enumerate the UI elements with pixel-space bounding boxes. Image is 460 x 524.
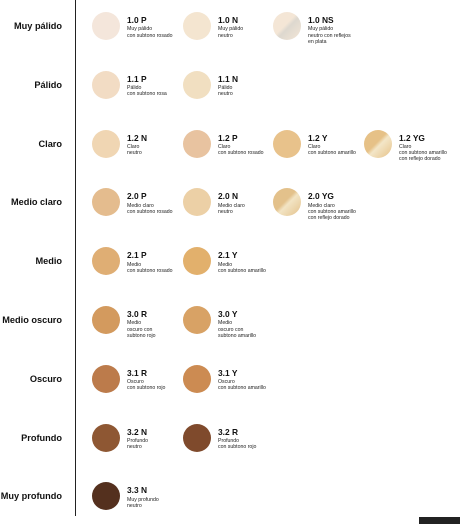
swatch-2-0-p [92,188,120,217]
swatch-1-0-n [183,12,211,40]
shade-description: Oscuro con subtono rojo [127,379,166,392]
shade-description: Muy pálido neutro con reflejos en plata [308,26,351,45]
swatch-2-0-n [183,188,211,217]
row-label-medio: Medio [35,256,62,267]
shade-code: 1.0 NS [308,15,334,25]
swatch-3-1-r [92,364,120,393]
shade-info: 3.1 Y Oscuro con subtono amarillo [218,367,266,392]
shade-description: Muy profundo neutro [127,496,159,509]
swatch-3-2-r [183,423,211,452]
shade-description: Claro con subtono amarillo [308,144,356,157]
shade-info: 1.2 YG Claro con subtono amarillo con ref… [399,132,447,163]
shade-code: 3.1 Y [218,367,238,378]
shade-description: Profundo neutro [127,438,149,451]
row-label-muy-profundo: Muy profundo [0,491,62,502]
shade-code: 1.2 P [218,132,238,143]
row-label-profundo: Profundo [21,432,62,443]
swatch-1-1-n [183,70,211,99]
shade-info: 1.0 NS Muy pálido neutro con reflejos en … [308,16,351,45]
shade-description: Medio claro neutro [218,202,245,215]
swatch-3-0-r [92,306,120,334]
shade-code: 2.0 N [218,191,239,202]
shade-code: 3.0 Y [218,309,238,319]
shade-code: 2.1 Y [218,250,238,261]
shade-info: 2.1 P Medio con subtono rosado [127,251,173,274]
shade-description: Medio con subtono rosado [127,261,173,274]
swatch-3-0-y [183,306,211,334]
swatch-2-1-y [183,247,211,276]
shade-code: 1.0 P [127,15,147,25]
shade-info: 2.0 YG Medio claro con subtono amarillo c… [308,192,356,221]
shade-info: 2.0 N Medio claro neutro [218,192,245,215]
shade-code: 3.2 N [127,426,148,437]
row-label-muy-palido: Muy pálido [14,21,62,31]
shade-info: 1.2 P Claro con subtono rosado [218,132,264,157]
shade-description: Medio claro con subtono amarillo con ref… [308,202,356,222]
swatch-1-1-p [92,70,120,99]
shade-code: 1.1 P [127,73,147,84]
swatch-2-0-yg [273,188,301,217]
shade-description: Claro con subtono amarillo con reflejo d… [399,144,447,163]
shade-description: Medio oscuro con subtono rojo [127,320,156,339]
row-label-oscuro: Oscuro [29,373,62,384]
shade-info: 2.0 P Medio claro con subtono rosado [127,192,173,215]
swatch-2-1-p [92,247,120,276]
swatch-1-2-n [92,129,120,158]
shade-code: 3.2 R [218,426,239,437]
row-label-medio-oscuro: Medio oscuro [2,315,62,325]
shade-description: Medio claro con subtono rosado [127,202,173,215]
swatch-1-2-y [273,129,301,158]
shade-info: 1.0 N Muy pálido neutro [218,16,243,39]
shade-code: 3.0 R [127,309,148,319]
shade-code: 1.1 N [218,73,239,84]
shade-info: 3.0 R Medio oscuro con subtono rojo [127,310,156,339]
swatch-1-2-p [183,129,211,158]
shade-info: 3.0 Y Medio oscuro con subtono amarillo [218,310,256,339]
swatch-3-1-y [183,364,211,393]
shade-info: 1.2 N Claro neutro [127,132,148,157]
row-label-palido: Pálido [34,79,62,90]
shade-description: Medio oscuro con subtono amarillo [218,320,257,339]
shade-description: Muy pálido neutro [218,26,244,39]
row-label-claro: Claro [38,138,63,149]
shade-description: Oscuro con subtono amarillo [218,379,266,392]
shade-info: 1.2 Y Claro con subtono amarillo [308,132,356,157]
shade-description: Claro con subtono rosado [218,144,264,157]
shade-code: 3.3 N [127,485,148,496]
swatch-1-0-ns [273,12,301,40]
shade-info: 3.2 N Profundo neutro [127,426,149,451]
shade-info: 3.1 R Oscuro con subtono rojo [127,367,166,392]
shade-description: Claro neutro [127,144,142,157]
shade-info: 2.1 Y Medio con subtono amarillo [218,251,266,274]
shade-description: Pálido con subtono rosa [127,85,167,98]
shade-code: 1.2 N [127,132,148,143]
shade-code: 2.0 YG [308,191,334,202]
shade-info: 3.2 R Profundo con subtono rojo [218,426,257,451]
shade-description: Medio con subtono amarillo [218,261,266,274]
shade-info: 1.0 P Muy pálido con subtono rosado [127,16,173,39]
vertical-divider [75,0,76,516]
shade-description: Pálido neutro [218,85,233,98]
corner-block [419,517,460,524]
shade-info: 1.1 P Pálido con subtono rosa [127,73,167,98]
row-label-medio-claro: Medio claro [10,197,62,208]
shade-info: 1.1 N Pálido neutro [218,73,239,98]
swatch-3-3-n [92,482,120,511]
shade-code: 2.0 P [127,191,147,202]
shade-code: 3.1 R [127,367,148,378]
shade-code: 1.2 YG [399,132,425,143]
shade-code: 2.1 P [127,250,147,261]
shade-code: 1.0 N [218,15,239,25]
swatch-1-2-yg [364,129,392,158]
shade-info: 3.3 N Muy profundo neutro [127,486,159,509]
swatch-3-2-n [92,423,120,452]
shade-code: 1.2 Y [308,132,328,143]
shade-description: Muy pálido con subtono rosado [127,26,173,39]
swatch-1-0-p [92,12,120,40]
shade-description: Profundo con subtono rojo [218,438,257,451]
